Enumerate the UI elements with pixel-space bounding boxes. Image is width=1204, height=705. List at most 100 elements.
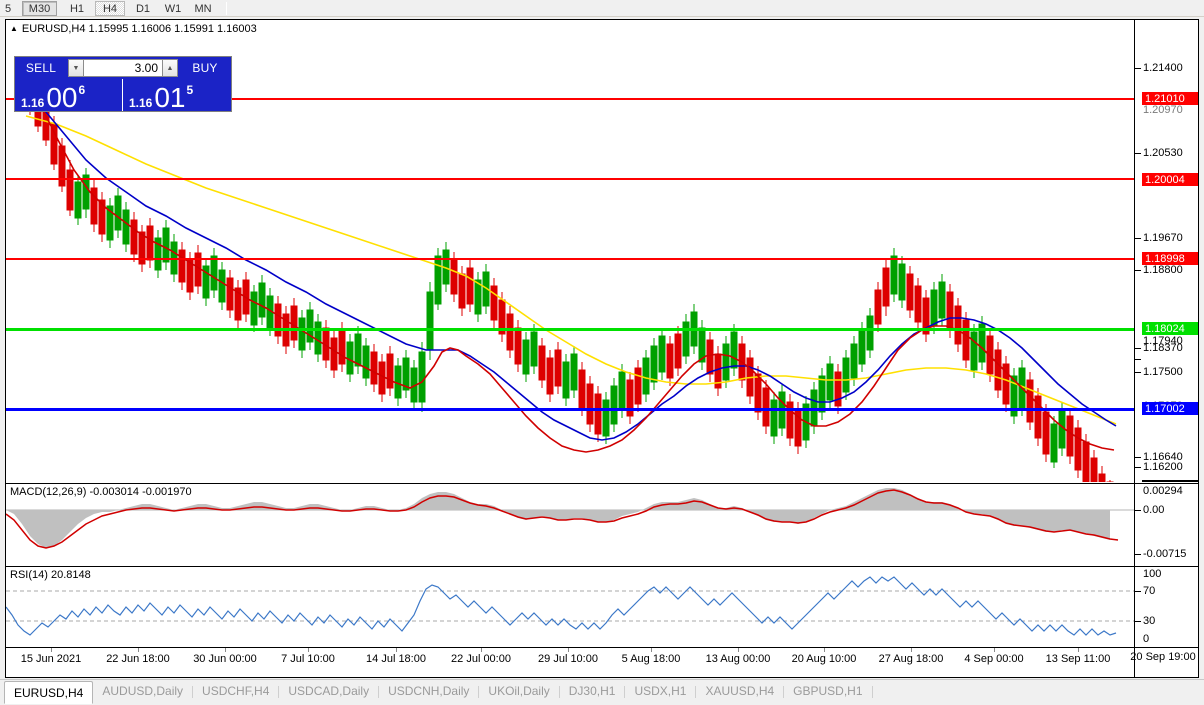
timeframe-button-m30[interactable]: M30 (22, 1, 57, 16)
toolbar-divider (226, 2, 227, 15)
symbol-ohlc-text: EURUSD,H4 1.15995 1.16006 1.15991 1.1600… (21, 22, 257, 35)
time-tick (994, 648, 995, 652)
ma-fast-line (25, 79, 1115, 453)
hline-resistance-121010[interactable] (6, 98, 1134, 100)
rsi-title: RSI(14) 20.8148 (10, 569, 91, 581)
sell-price-prefix: 1.16 (21, 96, 45, 110)
rsi-plot-area[interactable] (6, 567, 1134, 646)
sell-label[interactable]: SELL (25, 61, 57, 75)
time-label-4: 14 Jul 18:00 (366, 653, 426, 665)
chart-canvas[interactable]: ▲ EURUSD,H4 1.15995 1.16006 1.15991 1.16… (5, 19, 1199, 678)
rsi-scale-0: 0 (1143, 633, 1150, 645)
macd-plot-area[interactable] (6, 484, 1134, 565)
volume-stepper[interactable]: ▼ 3.00 ▲ (68, 59, 178, 77)
time-axis: 15 Jun 2021 22 Jun 18:00 30 Jun 00:00 7 … (6, 647, 1198, 677)
time-tick (651, 648, 652, 652)
time-tick (481, 648, 482, 652)
chart-tab-eurusd-h4[interactable]: EURUSD,H4 (4, 681, 94, 704)
price-tag-current-116003: 1.16003 (1142, 480, 1198, 482)
tab-divider (624, 686, 626, 698)
chart-tab-bar: EURUSD,H4 AUDUSD,Daily USDCHF,H4 USDCAD,… (0, 679, 1204, 705)
sell-button[interactable]: 1.16 00 6 (15, 79, 123, 111)
timeframe-button-m5[interactable]: 5 (4, 2, 12, 15)
time-label-1: 22 Jun 18:00 (106, 653, 170, 665)
tab-divider (558, 686, 560, 698)
time-label-8: 13 Aug 00:00 (705, 653, 771, 665)
chart-tab-list: EURUSD,H4 AUDUSD,Daily USDCHF,H4 USDCAD,… (4, 680, 873, 704)
price-plot-area[interactable] (6, 20, 1134, 482)
chart-tab-dj30-h1[interactable]: DJ30,H1 (568, 684, 616, 698)
price-tick (1135, 270, 1141, 271)
rsi-tick (1135, 621, 1141, 622)
chart-tab-gbpusd-h1[interactable]: GBPUSD,H1 (793, 684, 863, 698)
timeframe-button-w1[interactable]: W1 (164, 2, 182, 15)
one-click-trading-panel[interactable]: SELL ▼ 3.00 ▲ BUY 1.16 00 6 1.16 (14, 56, 232, 112)
chart-tab-usdchf-h4[interactable]: USDCHF,H4 (202, 684, 270, 698)
chevron-up-icon[interactable]: ▲ (162, 60, 177, 76)
chart-tab-xauusd-h4[interactable]: XAUUSD,H4 (705, 684, 775, 698)
time-label-10: 27 Aug 18:00 (878, 653, 944, 665)
volume-input[interactable]: 3.00 (84, 60, 162, 76)
buy-label[interactable]: BUY (192, 61, 218, 75)
chart-tab-audusd-daily[interactable]: AUDUSD,Daily (102, 684, 184, 698)
candlestick-series (25, 62, 1114, 482)
price-tick (1135, 467, 1141, 468)
timeframe-button-mn[interactable]: MN (194, 2, 212, 15)
macd-pane[interactable]: MACD(12,26,9) -0.003014 -0.001970 0.0029… (6, 483, 1198, 565)
macd-scale-top: 0.00294 (1143, 485, 1183, 497)
price-label-117500: 1.17500 (1143, 366, 1183, 378)
hline-resistance-120004[interactable] (6, 178, 1134, 180)
price-axis-divider (1134, 20, 1135, 677)
rsi-scale-70: 70 (1143, 585, 1156, 597)
symbol-ohlc-header: ▲ EURUSD,H4 1.15995 1.16006 1.15991 1.16… (10, 22, 257, 35)
triangle-up-icon: ▲ (10, 23, 18, 33)
tab-divider (378, 686, 380, 698)
rsi-scale-100: 100 (1143, 568, 1162, 580)
price-tick (1135, 359, 1141, 360)
macd-tick (1135, 510, 1141, 511)
rsi-pane[interactable]: RSI(14) 20.8148 100 70 30 0 (6, 566, 1198, 646)
macd-tick (1135, 554, 1141, 555)
tab-divider (783, 686, 785, 698)
price-label-120530: 1.20530 (1143, 147, 1183, 159)
price-label-121400: 1.21400 (1143, 62, 1183, 74)
hline-support-117002[interactable] (6, 408, 1134, 411)
tab-divider (871, 686, 873, 698)
macd-histogram (6, 488, 1110, 548)
price-tick (1135, 372, 1141, 373)
timeframe-button-h4[interactable]: H4 (95, 1, 125, 16)
chart-tab-usdcnh-daily[interactable]: USDCNH,Daily (388, 684, 470, 698)
time-tick (911, 648, 912, 652)
price-label-117940-obscured: 1.17940 (1143, 335, 1183, 347)
rsi-line (6, 576, 1117, 636)
time-tick (568, 648, 569, 652)
time-tick (138, 648, 139, 652)
chart-tab-usdx-h1[interactable]: USDX,H1 (634, 684, 687, 698)
price-label-116640: 1.16640 (1143, 451, 1183, 463)
sell-price-point: 6 (78, 83, 86, 97)
time-label-6: 29 Jul 10:00 (538, 653, 598, 665)
chevron-down-icon[interactable]: ▼ (69, 60, 84, 76)
price-pane[interactable]: ▲ EURUSD,H4 1.15995 1.16006 1.15991 1.16… (6, 20, 1198, 482)
hline-support-118024[interactable] (6, 328, 1134, 331)
tab-divider (192, 686, 194, 698)
hline-resistance-118998[interactable] (6, 258, 1134, 260)
buy-button[interactable]: 1.16 01 5 (123, 79, 231, 111)
price-label-118800: 1.18800 (1143, 264, 1183, 276)
time-label-5: 22 Jul 00:00 (451, 653, 511, 665)
timeframe-button-d1[interactable]: D1 (135, 2, 151, 15)
chart-tab-ukoil-daily[interactable]: UKOil,Daily (488, 684, 550, 698)
rsi-scale-30: 30 (1143, 615, 1156, 627)
price-tag-121010: 1.21010 (1142, 92, 1198, 105)
timeframe-button-h1[interactable]: H1 (69, 2, 85, 15)
rsi-tick (1135, 591, 1141, 592)
time-tick (396, 648, 397, 652)
price-tag-120004: 1.20004 (1142, 173, 1198, 186)
macd-scale-bottom: -0.00715 (1143, 548, 1187, 560)
price-tick (1135, 238, 1141, 239)
ma-slow-line (25, 115, 1117, 425)
chart-tab-usdcad-daily[interactable]: USDCAD,Daily (288, 684, 370, 698)
time-label-2: 30 Jun 00:00 (193, 653, 257, 665)
price-label-119670: 1.19670 (1143, 232, 1183, 244)
